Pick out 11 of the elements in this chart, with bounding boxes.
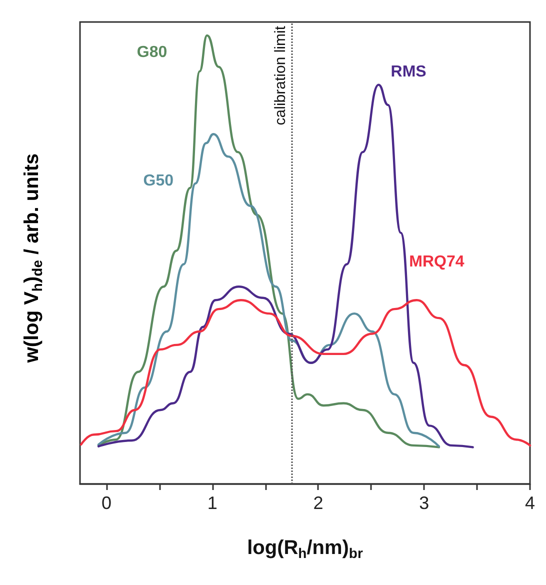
series-label: MRQ74 [409,254,464,271]
x-tick-label: 4 [524,493,535,513]
ref-line-label: calibration limit [272,25,289,126]
text: G80 [136,44,168,61]
y-axis-title: w(log Vh)de / arb. units [21,153,45,364]
series-label: G50 [143,172,174,190]
x-tick-label: 0 [101,493,112,513]
x-tick-label: 2 [313,493,324,513]
x-tick-label: 1 [207,493,218,513]
series-label: RMS [390,63,427,80]
x-tick-label: 3 [419,493,430,513]
